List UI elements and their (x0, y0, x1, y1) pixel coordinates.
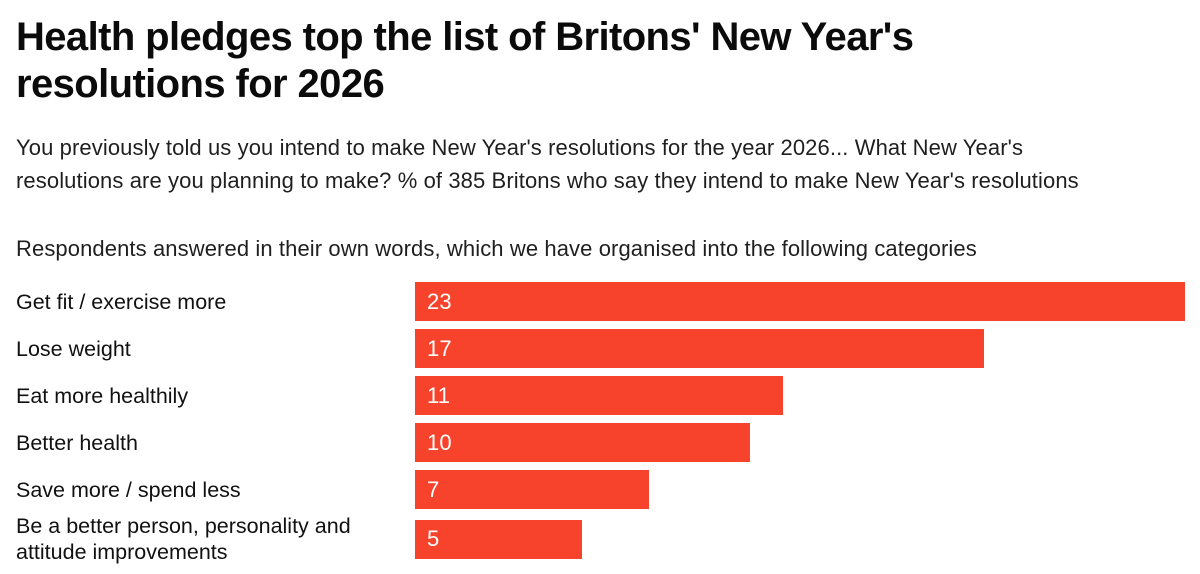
chart-row: Be a better person, personality and atti… (16, 513, 1185, 564)
chart-row: Lose weight 17 (16, 325, 1185, 372)
chart-subtitle: You previously told us you intend to mak… (16, 135, 1079, 193)
chart-row: Better health 10 (16, 419, 1185, 466)
bar-track: 11 (415, 376, 1185, 415)
page: Health pledges top the list of Britons' … (16, 15, 1185, 564)
bar: 11 (415, 376, 784, 415)
chart-title: Health pledges top the list of Britons' … (16, 15, 914, 106)
bar-track: 7 (415, 470, 1185, 509)
category-label: Eat more healthily (16, 383, 189, 408)
value-label: 10 (427, 429, 452, 455)
value-label: 7 (427, 476, 440, 502)
bar: 17 (415, 329, 985, 368)
bar-chart: Get fit / exercise more 23 Lose weight 17 Ea… (16, 278, 1185, 564)
chart-row: Save more / spend less 7 (16, 466, 1185, 513)
chart-note: Respondents answered in their own words,… (16, 236, 977, 261)
bar: 5 (415, 519, 583, 559)
bar-track: 17 (415, 329, 1185, 368)
value-label: 11 (427, 382, 451, 408)
chart-row: Get fit / exercise more 23 (16, 278, 1185, 325)
bar-track: 5 (415, 519, 1185, 559)
category-label: Get fit / exercise more (16, 289, 227, 314)
value-label: 5 (427, 526, 440, 551)
category-label: Be a better person, personality and atti… (16, 514, 351, 564)
value-label: 17 (427, 335, 452, 361)
chart-row: Eat more healthily 11 (16, 372, 1185, 419)
bar: 10 (415, 423, 750, 462)
category-label: Better health (16, 430, 138, 455)
category-label: Save more / spend less (16, 477, 241, 502)
bar: 23 (415, 282, 1185, 321)
category-label: Lose weight (16, 336, 131, 361)
bar-track: 23 (415, 282, 1185, 321)
value-label: 23 (427, 288, 452, 314)
bar-track: 10 (415, 423, 1185, 462)
bar: 7 (415, 470, 650, 509)
